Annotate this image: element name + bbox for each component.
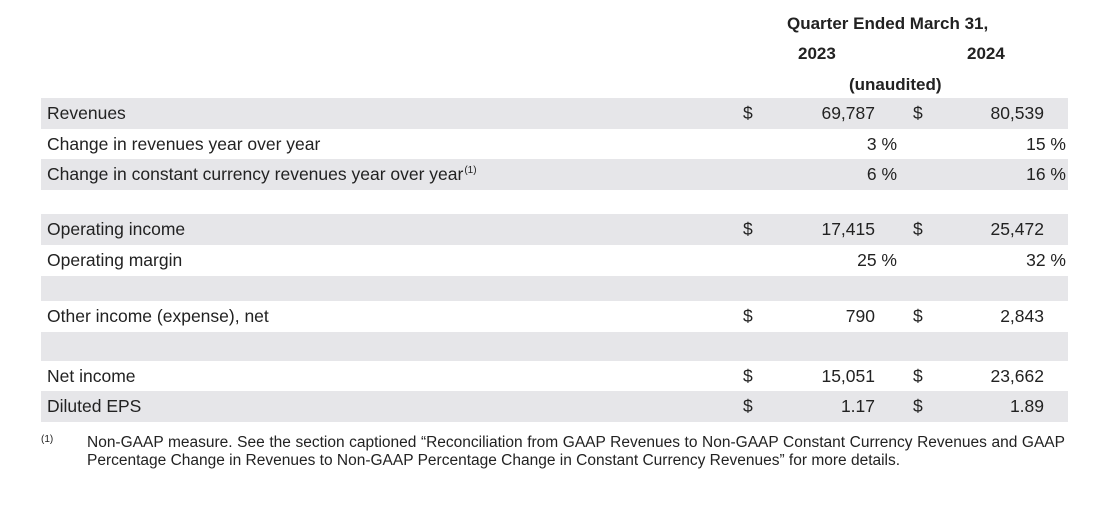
- currency-symbol: $: [913, 103, 923, 123]
- year-2023-header: 2023: [798, 44, 836, 63]
- row-label: Diluted EPS: [47, 396, 142, 416]
- row-revenues: Revenues $ 69,787 $ 80,539: [41, 98, 1068, 129]
- footnote-text: Non-GAAP measure. See the section captio…: [87, 434, 1065, 469]
- currency-symbol: $: [743, 306, 753, 326]
- value-2024: 15 %: [1026, 134, 1066, 154]
- row-operating-income: Operating income $ 17,415 $ 25,472: [41, 214, 1068, 245]
- currency-symbol: $: [743, 366, 753, 386]
- value-2023: 69,787: [821, 103, 875, 123]
- currency-symbol: $: [913, 219, 923, 239]
- footnote-marker: (1): [41, 434, 54, 445]
- value-2023: 17,415: [821, 219, 875, 239]
- footnote-reference: (1): [464, 165, 477, 176]
- row-net-income: Net income $ 15,051 $ 23,662: [41, 361, 1068, 392]
- currency-symbol: $: [743, 219, 753, 239]
- currency-symbol: $: [913, 396, 923, 416]
- value-2024: 2,843: [1000, 306, 1044, 326]
- value-2024: 1.89: [1009, 396, 1044, 416]
- value-2023: 25 %: [857, 250, 897, 270]
- row-label: Other income (expense), net: [47, 306, 269, 326]
- spacer-row: [41, 332, 1068, 361]
- row-label: Net income: [47, 366, 136, 386]
- row-label: Change in revenues year over year: [47, 134, 321, 154]
- unaudited-note: (unaudited): [849, 75, 942, 94]
- row-operating-margin: Operating margin 25 % 32 %: [41, 245, 1068, 276]
- row-label: Operating margin: [47, 250, 183, 270]
- currency-symbol: $: [743, 396, 753, 416]
- row-label: Operating income: [47, 219, 186, 239]
- spacer-row: [41, 276, 1068, 301]
- value-2023: 15,051: [821, 366, 875, 386]
- currency-symbol: $: [743, 103, 753, 123]
- row-other-income: Other income (expense), net $ 790 $ 2,84…: [41, 301, 1068, 332]
- value-2023: 3 %: [866, 134, 897, 154]
- value-2024: 32 %: [1026, 250, 1066, 270]
- row-constant-currency-change: Change in constant currency revenues yea…: [41, 159, 1068, 190]
- currency-symbol: $: [913, 366, 923, 386]
- value-2023: 790: [845, 306, 875, 326]
- currency-symbol: $: [913, 306, 923, 326]
- value-2023: 1.17: [840, 396, 875, 416]
- period-header: Quarter Ended March 31,: [787, 14, 989, 33]
- row-label: Revenues: [47, 103, 126, 123]
- row-label: Change in constant currency revenues yea…: [47, 164, 477, 184]
- row-diluted-eps: Diluted EPS $ 1.17 $ 1.89: [41, 391, 1068, 422]
- value-2024: 80,539: [990, 103, 1044, 123]
- row-revenue-change: Change in revenues year over year 3 % 15…: [41, 129, 1068, 160]
- value-2024: 25,472: [990, 219, 1044, 239]
- value-2024: 23,662: [990, 366, 1044, 386]
- value-2023: 6 %: [866, 164, 897, 184]
- value-2024: 16 %: [1026, 164, 1066, 184]
- year-2024-header: 2024: [967, 44, 1005, 63]
